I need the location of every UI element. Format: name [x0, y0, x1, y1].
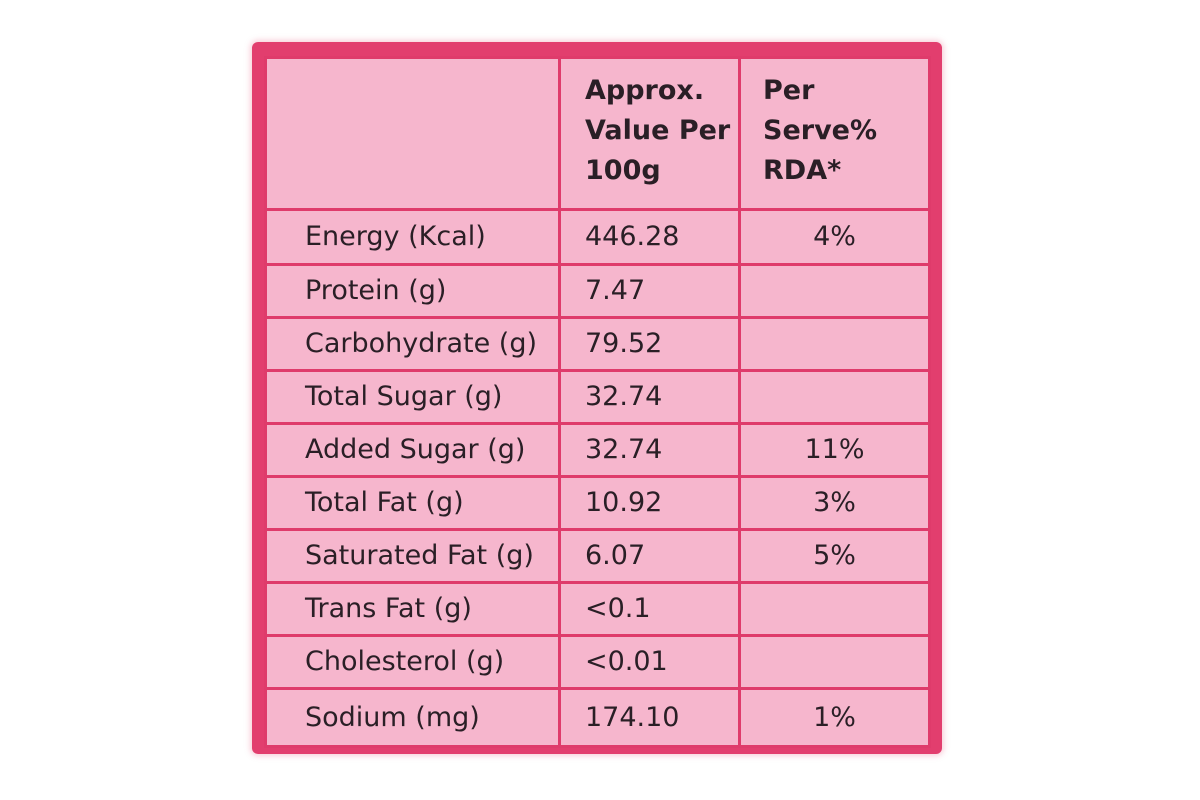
table-row: Energy (Kcal) 446.28 4%: [264, 208, 931, 266]
nutrient-value: 79.52: [558, 316, 741, 372]
header-nutrient: [264, 56, 561, 211]
nutrient-name: Sodium (mg): [264, 687, 561, 748]
header-row: Approx. Value Per 100g Per Serve% RDA*: [264, 56, 931, 211]
nutrient-rda: [738, 263, 931, 319]
nutrient-name: Total Sugar (g): [264, 369, 561, 425]
nutrition-table: Approx. Value Per 100g Per Serve% RDA* E…: [264, 56, 931, 748]
table-row: Protein (g) 7.47: [264, 263, 931, 319]
table-row: Added Sugar (g) 32.74 11%: [264, 422, 931, 478]
header-value-per-100g: Approx. Value Per 100g: [558, 56, 741, 211]
nutrient-rda: [738, 369, 931, 425]
nutrient-value: <0.01: [558, 634, 741, 690]
nutrient-rda: 5%: [738, 528, 931, 584]
nutrient-value: 446.28: [558, 208, 741, 266]
table-row: Cholesterol (g) <0.01: [264, 634, 931, 690]
nutrient-name: Cholesterol (g): [264, 634, 561, 690]
nutrient-value: 174.10: [558, 687, 741, 748]
nutrient-value: 7.47: [558, 263, 741, 319]
table-row: Total Fat (g) 10.92 3%: [264, 475, 931, 531]
table-row: Carbohydrate (g) 79.52: [264, 316, 931, 372]
nutrient-name: Energy (Kcal): [264, 208, 561, 266]
nutrient-rda: [738, 581, 931, 637]
nutrient-rda: [738, 316, 931, 372]
nutrient-name: Total Fat (g): [264, 475, 561, 531]
header-per-serve-rda: Per Serve% RDA*: [738, 56, 931, 211]
nutrient-rda: [738, 634, 931, 690]
nutrient-rda: 11%: [738, 422, 931, 478]
nutrient-name: Added Sugar (g): [264, 422, 561, 478]
nutrient-value: 10.92: [558, 475, 741, 531]
nutrient-value: <0.1: [558, 581, 741, 637]
nutrient-name: Protein (g): [264, 263, 561, 319]
nutrient-rda: 4%: [738, 208, 931, 266]
nutrient-value: 32.74: [558, 422, 741, 478]
nutrient-name: Trans Fat (g): [264, 581, 561, 637]
nutrient-name: Carbohydrate (g): [264, 316, 561, 372]
nutrition-table-body: Approx. Value Per 100g Per Serve% RDA* E…: [264, 56, 931, 748]
table-row: Sodium (mg) 174.10 1%: [264, 687, 931, 748]
nutrient-rda: 3%: [738, 475, 931, 531]
table-row: Trans Fat (g) <0.1: [264, 581, 931, 637]
nutrient-value: 32.74: [558, 369, 741, 425]
table-row: Total Sugar (g) 32.74: [264, 369, 931, 425]
nutrient-value: 6.07: [558, 528, 741, 584]
nutrient-rda: 1%: [738, 687, 931, 748]
table-row: Saturated Fat (g) 6.07 5%: [264, 528, 931, 584]
nutrient-name: Saturated Fat (g): [264, 528, 561, 584]
